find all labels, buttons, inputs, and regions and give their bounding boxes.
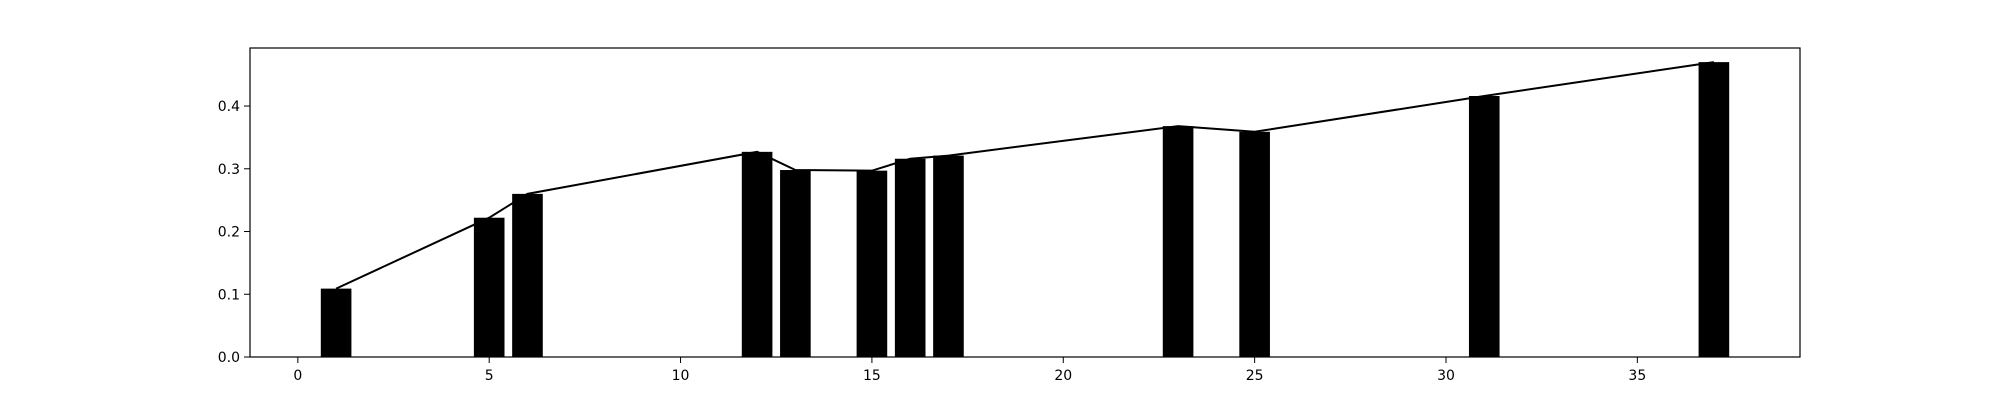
x-tick-label: 15 (863, 368, 881, 384)
x-tick-label: 25 (1246, 368, 1264, 384)
bar (1239, 131, 1270, 357)
x-tick-label: 5 (485, 368, 494, 384)
x-tick-label: 35 (1628, 368, 1646, 384)
y-axis: 0.0 0.1 0.2 0.3 0.4 (218, 99, 250, 366)
bar (1162, 126, 1194, 357)
bar (1698, 62, 1730, 357)
y-tick-label: 0.0 (218, 350, 240, 366)
bar-series (320, 62, 1730, 358)
y-tick-label: 0.1 (218, 287, 240, 303)
y-tick-label: 0.2 (218, 225, 240, 241)
bar (894, 158, 926, 357)
plot-area-frame (249, 47, 1801, 358)
x-tick-label: 10 (672, 368, 690, 384)
bar (512, 193, 543, 357)
bar (780, 170, 811, 357)
x-tick-label: 30 (1437, 368, 1455, 384)
x-tick-label: 20 (1054, 368, 1072, 384)
x-tick-label: 0 (293, 368, 302, 384)
bar (473, 217, 505, 357)
series-line (335, 61, 1715, 290)
x-axis: 0 5 10 15 20 25 30 35 (293, 357, 1646, 384)
y-tick-label: 0.4 (218, 99, 240, 115)
y-tick-label: 0.3 (218, 162, 240, 178)
bar (856, 170, 888, 357)
bar (1468, 95, 1500, 358)
bar (320, 288, 352, 357)
bar (741, 151, 773, 357)
bar (933, 155, 964, 357)
line-series (335, 61, 1715, 290)
